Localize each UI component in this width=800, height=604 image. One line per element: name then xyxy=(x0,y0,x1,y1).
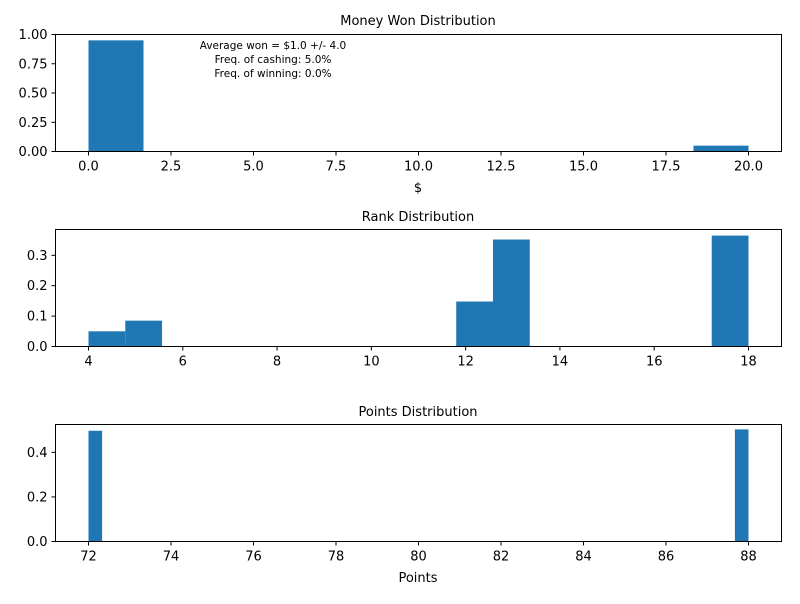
rank-axes xyxy=(55,229,782,347)
money-won-bars xyxy=(88,40,749,152)
rank-ticks: 4 6 8 10 12 14 16 18 0.0 0.1 0.2 0.3 xyxy=(27,249,757,370)
money-won-xlabel: $ xyxy=(414,181,422,196)
money-won-ytick-label-2: 0.50 xyxy=(19,87,48,102)
rank-xtick-label-0: 4 xyxy=(84,355,92,370)
money-won-ytick-label-0: 0.00 xyxy=(19,145,48,160)
points-bars xyxy=(88,429,749,542)
rank-ytick-label-2: 0.2 xyxy=(27,279,48,294)
money-won-annotation-winning: Freq. of winning: 0.0% xyxy=(214,68,331,80)
points-panel: Points Distribution 72 74 76 78 80 82 84 86 88 0.… xyxy=(27,405,782,586)
points-bar-0 xyxy=(88,430,103,542)
money-won-ytick-label-3: 0.75 xyxy=(19,57,48,72)
points-xtick-label-8: 88 xyxy=(740,550,757,565)
points-xtick-label-1: 74 xyxy=(163,550,180,565)
rank-panel: Rank Distribution 4 6 8 10 12 14 16 18 0.0 0.1 0.2… xyxy=(27,210,782,370)
money-won-ytick-label-4: 1.00 xyxy=(19,28,48,43)
points-ticks: 72 74 76 78 80 82 84 86 88 0.0 0.2 0.4 xyxy=(27,446,757,565)
money-won-xtick-label-7: 17.5 xyxy=(652,160,681,175)
points-ytick-label-2: 0.4 xyxy=(27,446,48,461)
money-won-axes xyxy=(55,34,782,152)
money-won-annotation-average: Average won = $1.0 +/- 4.0 xyxy=(200,40,346,52)
points-ytick-label-0: 0.0 xyxy=(27,535,48,550)
money-won-title: Money Won Distribution xyxy=(340,14,496,29)
points-xtick-label-0: 72 xyxy=(80,550,97,565)
rank-ytick-label-1: 0.1 xyxy=(27,310,48,325)
points-xtick-label-3: 78 xyxy=(328,550,345,565)
money-won-xtick-label-0: 0.0 xyxy=(78,160,99,175)
money-won-ticks: 0.0 2.5 5.0 7.5 10.0 12.5 15.0 17.5 20.0 0.00 0.25… xyxy=(19,28,763,175)
rank-title: Rank Distribution xyxy=(362,210,474,225)
rank-xtick-label-5: 14 xyxy=(552,355,569,370)
money-won-xtick-label-2: 5.0 xyxy=(243,160,264,175)
rank-xtick-label-4: 12 xyxy=(457,355,474,370)
rank-bar-1 xyxy=(125,320,163,347)
rank-xtick-label-2: 8 xyxy=(273,355,281,370)
rank-bar-2 xyxy=(456,301,493,347)
rank-xtick-label-6: 16 xyxy=(646,355,663,370)
points-xtick-label-6: 84 xyxy=(575,550,592,565)
money-won-annotation-cashing: Freq. of cashing: 5.0% xyxy=(215,54,332,66)
money-won-xtick-label-3: 7.5 xyxy=(326,160,347,175)
points-xtick-label-2: 76 xyxy=(245,550,262,565)
rank-xtick-label-1: 6 xyxy=(179,355,187,370)
money-won-xtick-label-6: 15.0 xyxy=(569,160,598,175)
rank-ytick-label-3: 0.3 xyxy=(27,249,48,264)
money-won-annotation: Average won = $1.0 +/- 4.0 Freq. of cash… xyxy=(200,40,346,80)
money-won-xtick-label-1: 2.5 xyxy=(161,160,182,175)
money-won-xtick-label-4: 10.0 xyxy=(404,160,433,175)
points-ytick-label-1: 0.2 xyxy=(27,490,48,505)
money-won-ytick-label-1: 0.25 xyxy=(19,116,48,131)
points-axes xyxy=(55,424,782,542)
points-bar-1 xyxy=(734,429,749,542)
points-xtick-label-5: 82 xyxy=(493,550,510,565)
money-won-xtick-label-5: 12.5 xyxy=(487,160,516,175)
money-won-bar-0 xyxy=(88,40,144,152)
points-title: Points Distribution xyxy=(358,405,477,420)
money-won-panel: Money Won Distribution 0.0 2.5 5.0 7.5 10.0 1… xyxy=(19,14,782,196)
rank-bar-4 xyxy=(711,235,749,347)
rank-ytick-label-0: 0.0 xyxy=(27,340,48,355)
points-xtick-label-4: 80 xyxy=(410,550,427,565)
points-xtick-label-7: 86 xyxy=(658,550,675,565)
money-won-xtick-label-8: 20.0 xyxy=(734,160,763,175)
rank-xtick-label-7: 18 xyxy=(740,355,757,370)
points-xlabel: Points xyxy=(398,571,437,586)
money-won-bar-1 xyxy=(693,145,749,152)
rank-xtick-label-3: 10 xyxy=(363,355,380,370)
rank-bar-3 xyxy=(492,239,530,347)
rank-bar-0 xyxy=(88,331,126,347)
rank-bars xyxy=(88,235,749,347)
